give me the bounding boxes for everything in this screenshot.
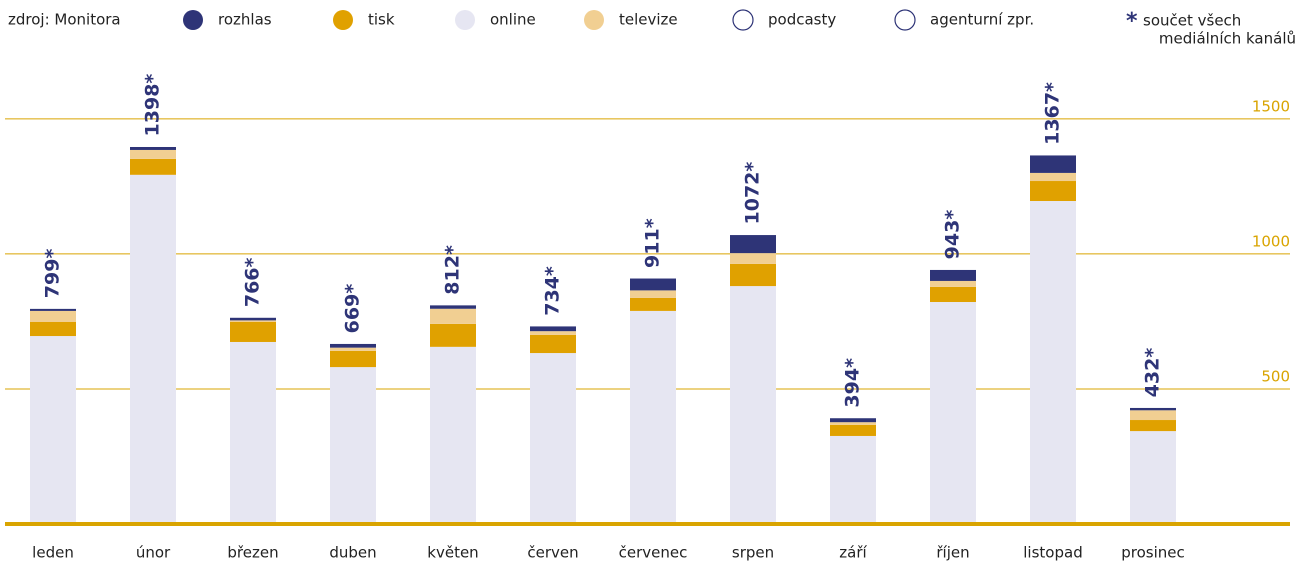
total-label: 812* [442,245,464,295]
bar-segment [630,310,676,524]
bar-segment [330,350,376,368]
legend-label: agenturní zpr. [930,11,1034,29]
legend-swatch [183,10,203,30]
legend-label: televize [619,11,678,29]
legend-swatch [732,9,754,31]
x-tick-label: leden [32,544,74,562]
bar-segment [130,158,176,175]
bar-segment [530,334,576,354]
bar-segment [1130,420,1176,432]
bar-segment [1130,407,1176,411]
bar-segment [1030,155,1076,173]
total-label: 943* [942,210,964,260]
bar-segment [130,149,176,159]
bar-segment [530,331,576,335]
bar-segment [30,321,76,337]
bar-segment [130,146,176,150]
legend-label: tisk [368,11,395,29]
bar-segment [130,174,176,524]
bar-segment [830,422,876,425]
bar-segment [30,310,76,322]
bar-segment [630,297,676,311]
bar-segment [1130,410,1176,421]
bar-segment [1130,431,1176,524]
bar-segment [930,280,976,287]
bar-segment [430,323,476,347]
x-tick-label: prosinec [1121,544,1185,562]
x-tick-label: září [839,544,867,562]
bar-segment [230,321,276,342]
bar-segment [730,235,776,254]
bar-segment [630,290,676,298]
legend-swatch [333,10,353,30]
bar-segment [830,418,876,423]
x-tick-label: červenec [619,544,688,562]
bar-segment [830,424,876,436]
x-tick-label: květen [427,544,478,562]
x-tick-label: únor [136,544,171,562]
legend-swatch [584,10,604,30]
y-tick-label: 1500 [1252,97,1290,115]
bar-segment [1030,201,1076,524]
total-label: 394* [842,358,864,408]
legend-label: online [490,11,536,29]
bar-segment [1030,172,1076,182]
total-label: 911* [642,218,664,268]
bar-segment [730,263,776,287]
total-label: 1398* [142,74,164,137]
x-tick-label: březen [227,544,278,562]
legend-label: podcasty [768,11,836,29]
bar-segment [230,317,276,321]
note-mark: * [1126,9,1138,34]
y-tick-label: 500 [1261,367,1290,385]
source: zdroj: Monitora [8,11,121,29]
bar-segment [430,305,476,309]
bar-segment [930,302,976,524]
bar-segment [330,367,376,524]
bar-segment [1030,181,1076,202]
bar-segment [230,341,276,524]
bar-segment [330,343,376,348]
bar-segment [230,320,276,322]
bar-segment [630,278,676,291]
bar-segment [930,286,976,303]
x-tick-label: říjen [936,544,969,562]
bar-segment [530,326,576,332]
bar-segment [30,308,76,311]
total-label: 1072* [742,162,764,225]
bar-segment [830,435,876,524]
bar-segment [430,308,476,324]
bar-segment [530,353,576,524]
x-tick-label: srpen [732,544,774,562]
total-label: 1367* [1042,82,1064,145]
total-label: 766* [242,257,264,307]
total-label: 669* [342,284,364,334]
bar-segment [930,269,976,281]
note: součet všech [1143,12,1241,30]
x-tick-label: listopad [1023,544,1082,562]
total-label: 799* [42,249,64,299]
legend-swatch [455,10,475,30]
legend-swatch [894,9,916,31]
x-tick-label: červen [527,544,578,562]
bar-segment [730,253,776,264]
legend-label: rozhlas [218,11,272,29]
total-label: 432* [1142,348,1164,398]
bar-segment [30,336,76,524]
bar-segment [330,347,376,351]
bar-segment [430,346,476,524]
x-tick-label: duben [329,544,376,562]
total-label: 734* [542,266,564,316]
bar-segment [730,286,776,524]
note: mediálních kanálů [1159,30,1296,48]
y-tick-label: 1000 [1252,232,1290,250]
